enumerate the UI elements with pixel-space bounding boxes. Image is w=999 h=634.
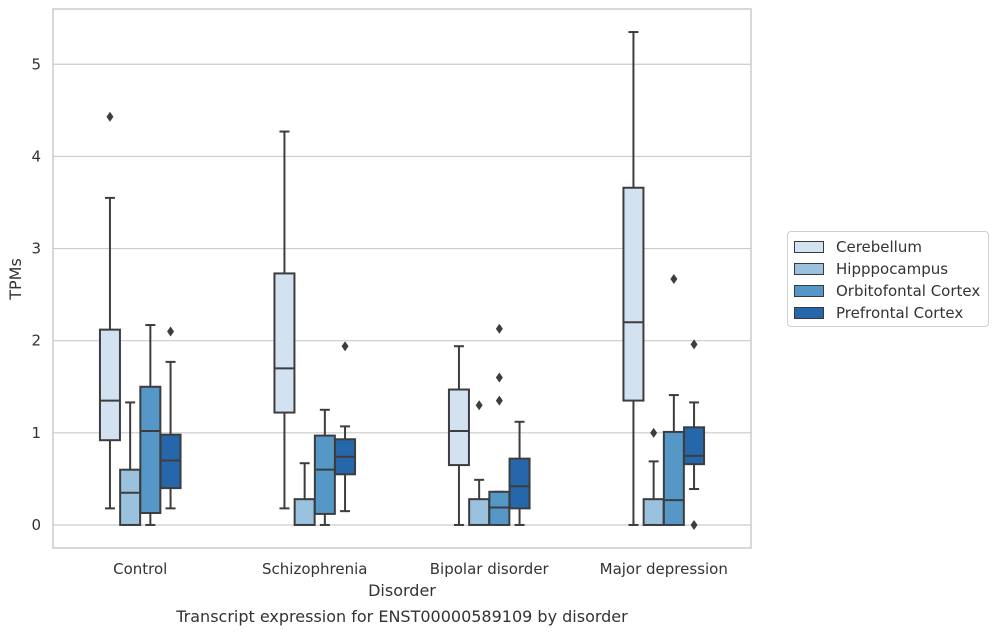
x-tick-labels: Control Schizophrenia Bipolar disorder Majo… xyxy=(113,560,728,578)
outlier-point xyxy=(690,519,698,530)
x-tick-label: Schizophrenia xyxy=(262,560,367,578)
legend-swatch xyxy=(794,307,824,319)
box xyxy=(313,434,336,515)
y-tick-label: 3 xyxy=(31,240,41,258)
series-prefrontal-cortex xyxy=(159,326,706,530)
chart-title: Transcript expression for ENST0000058910… xyxy=(175,607,628,626)
y-tick-label: 4 xyxy=(31,147,41,165)
plot-frame xyxy=(52,8,752,549)
legend-swatch xyxy=(794,285,824,297)
box xyxy=(662,430,685,526)
legend-label: Prefrontal Cortex xyxy=(836,304,964,322)
box xyxy=(293,498,316,526)
box xyxy=(119,468,142,526)
box xyxy=(139,385,162,514)
outlier-point xyxy=(495,323,503,334)
series-hipppocampus xyxy=(119,400,665,526)
box xyxy=(273,272,296,414)
outlier-point xyxy=(167,326,175,337)
series-orbitofontal-cortex xyxy=(139,273,685,526)
y-tick-labels: 0 1 2 3 4 5 xyxy=(31,55,41,534)
legend-item: Prefrontal Cortex xyxy=(794,302,982,324)
y-axis-label: TPMs xyxy=(6,258,25,301)
legend-item: Hipppocampus xyxy=(794,258,982,280)
legend-label: Cerebellum xyxy=(836,238,922,256)
legend: Cerebellum Hipppocampus Orbitofontal Corte… xyxy=(787,231,989,327)
box xyxy=(683,426,706,466)
outlier-point xyxy=(341,341,349,352)
y-tick-label: 5 xyxy=(31,55,41,73)
outlier-point xyxy=(106,111,114,122)
legend-swatch xyxy=(794,263,824,275)
x-axis-label: Disorder xyxy=(368,581,436,600)
y-tick-label: 0 xyxy=(31,516,41,534)
x-tick-label: Major depression xyxy=(600,560,728,578)
outlier-point xyxy=(475,400,483,411)
outlier-point xyxy=(495,395,503,406)
box xyxy=(468,498,491,526)
legend-item: Cerebellum xyxy=(794,236,982,258)
x-tick-label: Bipolar disorder xyxy=(430,560,550,578)
box-series-layer xyxy=(98,31,706,530)
box xyxy=(98,328,121,442)
legend-label: Hipppocampus xyxy=(836,260,949,278)
box xyxy=(508,457,531,510)
box xyxy=(642,498,665,526)
legend-swatch xyxy=(794,241,824,253)
x-tick-label: Control xyxy=(113,560,167,578)
y-tick-label: 2 xyxy=(31,332,41,350)
legend-item: Orbitofontal Cortex xyxy=(794,280,982,302)
box xyxy=(622,186,645,402)
outlier-point xyxy=(670,273,678,284)
outlier-point xyxy=(495,372,503,383)
outlier-point xyxy=(650,427,658,438)
y-tick-label: 1 xyxy=(31,424,41,442)
box xyxy=(447,388,470,467)
series-cerebellum xyxy=(98,31,645,526)
legend-label: Orbitofontal Cortex xyxy=(836,282,981,300)
outlier-point xyxy=(690,339,698,350)
